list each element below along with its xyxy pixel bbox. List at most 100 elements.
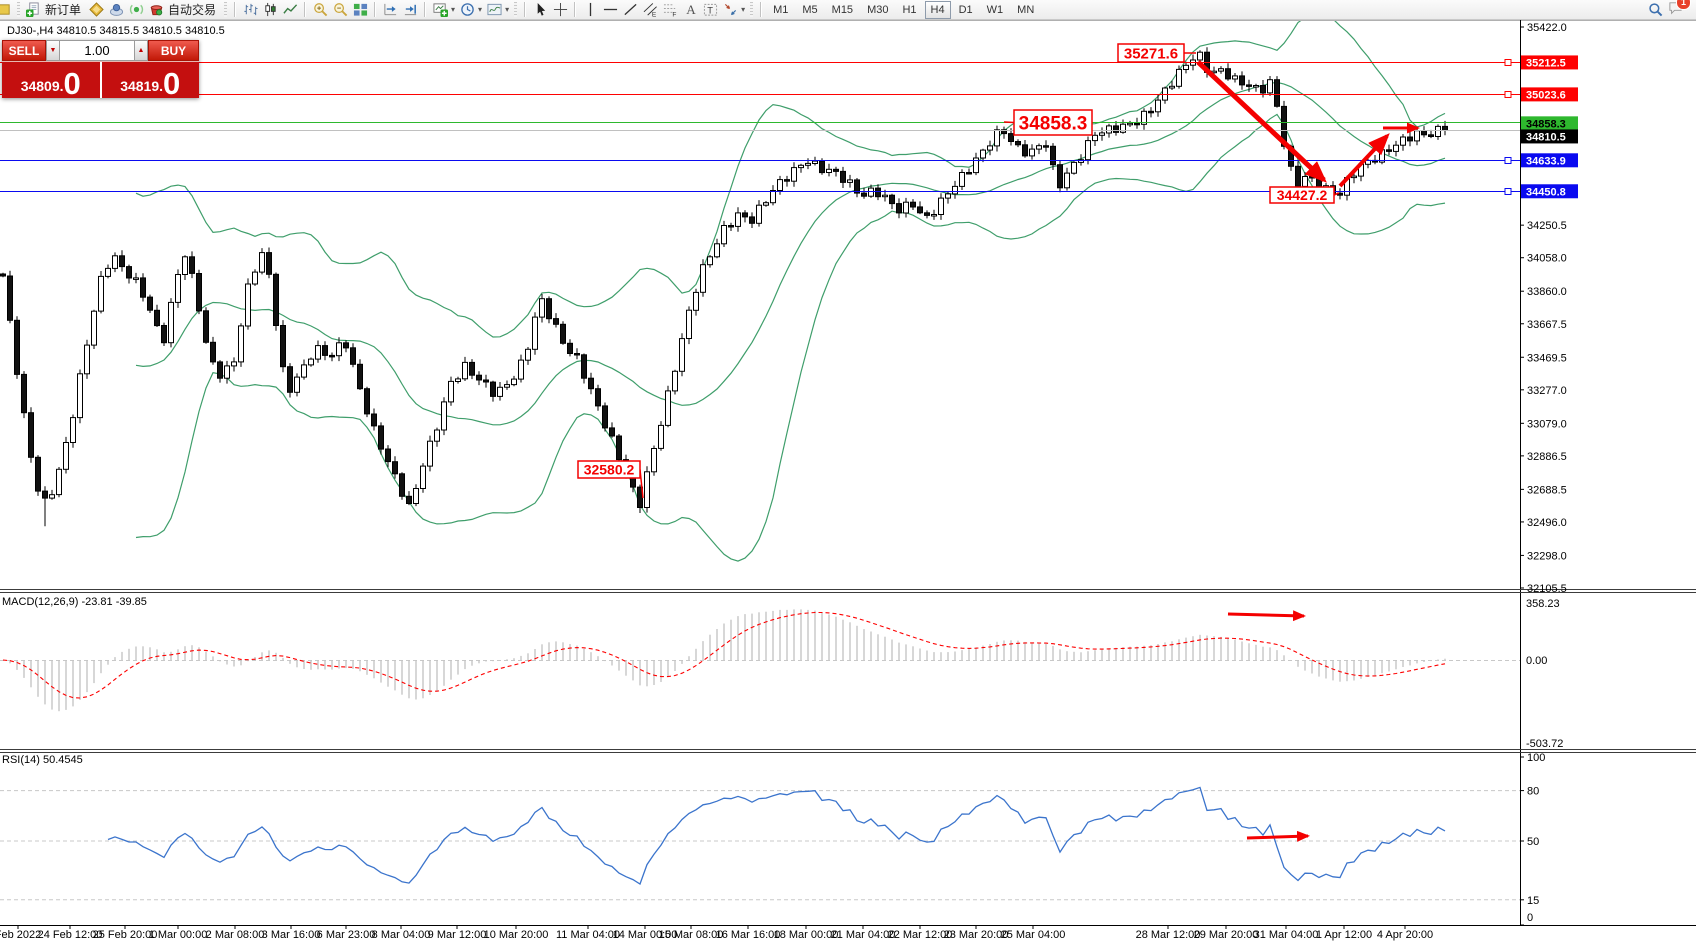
time-tick-label: 15 Mar 08:00 xyxy=(659,929,724,941)
volume-increase-button[interactable]: ▲ xyxy=(134,40,148,61)
volume-decrease-button[interactable]: ▼ xyxy=(46,40,60,61)
annotation-box[interactable] xyxy=(577,460,641,479)
arrows-tool-icon[interactable] xyxy=(721,1,739,19)
one-click-price-row: 34809. 0 34819. 0 xyxy=(2,61,200,101)
toolbar-grip[interactable] xyxy=(17,2,20,17)
tile-windows-icon[interactable] xyxy=(351,1,369,19)
periods-icon[interactable] xyxy=(458,1,476,19)
notifications[interactable]: 1 xyxy=(1666,0,1691,20)
price-badge xyxy=(1521,55,1578,70)
sell-price-pips: 0 xyxy=(63,65,81,101)
annotation-box[interactable] xyxy=(1269,186,1335,204)
annotation-text: 34427.2 xyxy=(1277,187,1328,203)
trend-arrow[interactable] xyxy=(1246,830,1310,842)
price-badge-label: 34810.5 xyxy=(1526,131,1566,143)
new-order-label: 新订单 xyxy=(45,3,82,17)
chart-shift-icon[interactable] xyxy=(401,1,419,19)
time-tick-label: 28 Mar 12:00 xyxy=(1136,929,1201,941)
annotation-box[interactable] xyxy=(1117,43,1185,63)
trend-arrow[interactable] xyxy=(1338,133,1390,188)
toolbar-grip[interactable] xyxy=(514,2,518,17)
search-icon[interactable] xyxy=(1646,1,1664,19)
buy-price[interactable]: 34819. 0 xyxy=(99,62,200,101)
periods-icon-dropdown[interactable]: ▾ xyxy=(478,5,483,14)
price-badge xyxy=(1521,116,1578,131)
price-annotations[interactable]: 35271.6 34858.3 34427.2 32580.2 xyxy=(577,43,1340,499)
arrows-tool-icon-dropdown[interactable]: ▾ xyxy=(741,5,746,14)
vertical-line-icon[interactable] xyxy=(581,1,599,19)
fibonacci-icon[interactable]: F xyxy=(661,1,679,19)
price-tick-label: 33469.5 xyxy=(1527,352,1567,364)
time-tick-label: 6 Mar 23:00 xyxy=(317,929,376,941)
price-tick-label: 32105.5 xyxy=(1527,583,1567,595)
zoom-out-icon[interactable] xyxy=(331,1,349,19)
price-axis[interactable]: 35422.0 34250.5 34058.0 33860.0 33667.5 33469… xyxy=(1520,22,1578,595)
sell-price[interactable]: 34809. 0 xyxy=(2,62,100,101)
time-tick-label: 11 Mar 04:00 xyxy=(556,929,620,941)
price-badge xyxy=(1521,184,1578,199)
notification-badge: 1 xyxy=(1676,0,1691,10)
volume-input[interactable] xyxy=(60,40,134,61)
time-tick-label: 25 Mar 04:00 xyxy=(1001,929,1066,941)
new-chart-icon[interactable] xyxy=(431,1,449,19)
sell-price-main: 34809. xyxy=(20,78,64,94)
price-tick-label: 34250.5 xyxy=(1527,220,1567,232)
buy-price-pips: 0 xyxy=(163,65,181,101)
candlestick-chart-icon[interactable] xyxy=(261,1,279,19)
timeframe-M30[interactable]: M30 xyxy=(861,1,894,19)
signals-icon[interactable] xyxy=(127,1,145,19)
line-chart-icon[interactable] xyxy=(281,1,299,19)
line-handle[interactable] xyxy=(1504,91,1512,98)
timeframe-D1[interactable]: D1 xyxy=(953,1,979,19)
price-tick-label: 32886.5 xyxy=(1527,451,1567,463)
horizontal-line-icon[interactable] xyxy=(601,1,619,19)
rsi-label: RSI(14) 50.4545 xyxy=(2,754,83,766)
buy-button[interactable]: BUY xyxy=(148,40,199,61)
bollinger-bands xyxy=(135,12,1446,562)
trend-arrow[interactable] xyxy=(1227,610,1306,622)
text-label-icon[interactable]: T xyxy=(701,1,719,19)
auto-scroll-icon[interactable] xyxy=(381,1,399,19)
templates-icon[interactable] xyxy=(485,1,503,19)
sell-button[interactable]: SELL xyxy=(2,40,46,61)
rsi-level-label: 50 xyxy=(1527,836,1539,848)
timeframe-M5[interactable]: M5 xyxy=(796,1,823,19)
bar-chart-icon[interactable] xyxy=(241,1,259,19)
auto-trading-label: 自动交易 xyxy=(168,3,217,17)
templates-icon-dropdown[interactable]: ▾ xyxy=(505,5,510,14)
timeframe-W1[interactable]: W1 xyxy=(981,1,1010,19)
market-watch-icon[interactable] xyxy=(87,1,105,19)
new-order-icon[interactable] xyxy=(24,1,42,19)
price-badge-label: 34633.9 xyxy=(1526,155,1566,167)
zoom-in-icon[interactable] xyxy=(311,1,329,19)
line-handle[interactable] xyxy=(1504,59,1512,66)
trendline-icon[interactable] xyxy=(621,1,639,19)
line-handle[interactable] xyxy=(1504,188,1512,195)
trend-arrow[interactable] xyxy=(1196,60,1327,183)
buy-price-main: 34819. xyxy=(120,78,164,94)
new-chart-icon-dropdown[interactable]: ▾ xyxy=(451,5,456,14)
crosshair-icon[interactable] xyxy=(551,1,569,19)
top-toolbar: 新订单 自动交易 ▾ ▾ ▾ E F A T ▾ M1 M5 M15 M30 H1 H4 D1 W1 MN 1 xyxy=(0,0,1696,20)
price-tick-label: 33860.0 xyxy=(1527,286,1567,298)
line-handle[interactable] xyxy=(1504,157,1512,164)
market-icon[interactable] xyxy=(107,1,125,19)
text-icon[interactable]: A xyxy=(681,1,699,19)
timeframe-H4[interactable]: H4 xyxy=(924,0,951,19)
timeframe-H1[interactable]: H1 xyxy=(896,1,922,19)
equidistant-channel-icon[interactable]: E xyxy=(641,1,659,19)
timeframe-M15[interactable]: M15 xyxy=(826,1,859,19)
auto-trading-icon[interactable] xyxy=(147,1,165,19)
timeframe-MN[interactable]: MN xyxy=(1011,1,1040,19)
one-click-trading-panel: SELL ▼ ▲ BUY 34809.0 34819.0 xyxy=(2,40,200,101)
timeframe-M1[interactable]: M1 xyxy=(767,1,794,19)
cursor-icon[interactable] xyxy=(531,1,549,19)
trend-arrows[interactable] xyxy=(1196,60,1420,842)
toolbar-grip[interactable] xyxy=(224,2,228,17)
price-badge-label: 34450.8 xyxy=(1526,186,1566,198)
annotation-box[interactable] xyxy=(1013,109,1093,136)
toolbar-grip[interactable] xyxy=(750,2,754,17)
